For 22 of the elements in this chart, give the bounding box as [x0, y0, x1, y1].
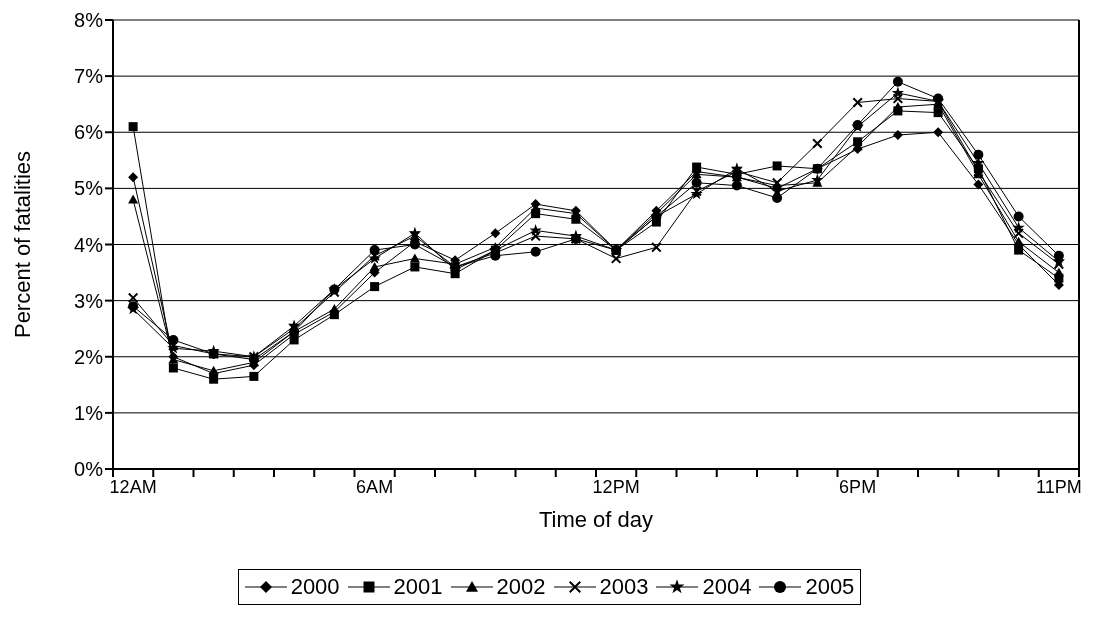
x-tick-label: 12PM — [592, 477, 640, 497]
y-tick-label: 1% — [74, 401, 104, 424]
y-tick-label: 2% — [74, 345, 104, 368]
y-axis-title: Percent of fatalities — [9, 150, 35, 339]
y-tick-label: 5% — [74, 177, 104, 200]
legend-label: 2002 — [496, 574, 546, 600]
x-tick-label: 11PM — [1036, 477, 1082, 497]
y-tick-label: 8% — [74, 9, 104, 32]
y-tick-label: 7% — [74, 65, 104, 88]
x-tick-label: 6AM — [356, 477, 394, 497]
x-tick-label: 6PM — [839, 477, 877, 497]
y-tick-label: 3% — [74, 289, 104, 312]
legend-label: 2001 — [393, 574, 443, 600]
legend-label: 2004 — [702, 574, 752, 600]
legend-label: 2003 — [599, 574, 649, 600]
legend-label: 2005 — [805, 574, 855, 600]
y-tick-label: 4% — [74, 233, 104, 256]
x-axis-title: Time of day — [538, 506, 654, 532]
y-tick-label: 6% — [74, 121, 104, 144]
y-tick-label: 0% — [74, 458, 104, 481]
x-tick-label: 12AM — [109, 477, 157, 497]
legend-label: 2000 — [290, 574, 340, 600]
